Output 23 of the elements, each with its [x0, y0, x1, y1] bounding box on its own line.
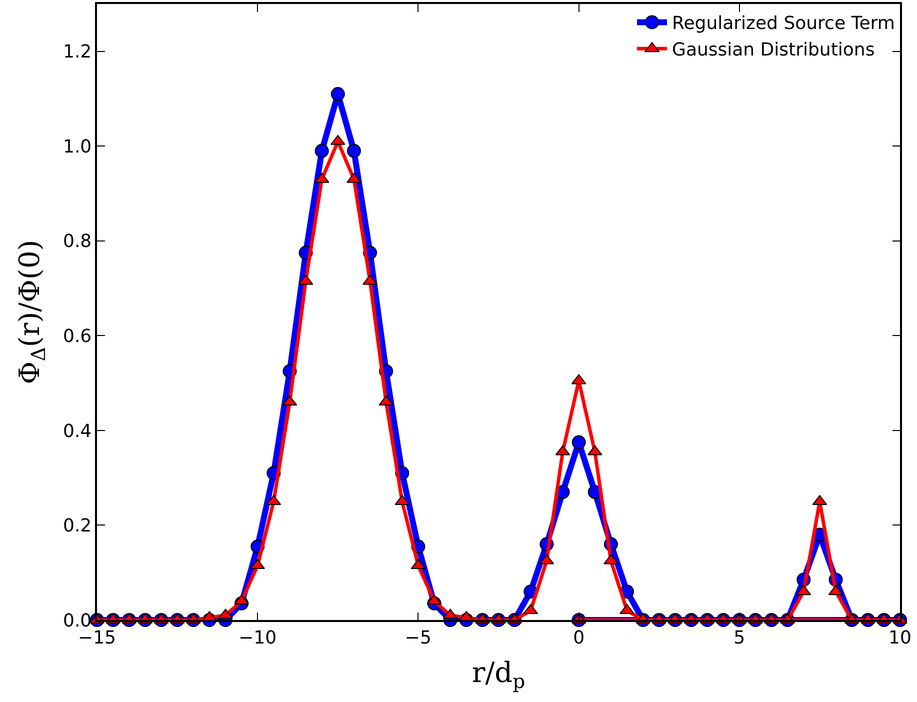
point	[346, 172, 362, 183]
legend-label: Gaussian Distributions	[672, 40, 875, 61]
point	[362, 274, 378, 285]
y-tick-label: 0.6	[63, 326, 92, 347]
point	[234, 594, 249, 605]
legend-label: Regularized Source Term	[672, 13, 895, 34]
point	[330, 87, 345, 102]
x-tick-label: 5	[734, 627, 746, 648]
point	[346, 144, 361, 158]
point	[218, 608, 233, 619]
y-tick-label: 1.2	[63, 42, 92, 63]
y-tick-label: 0.8	[63, 231, 92, 252]
y-tick-label: 1.0	[63, 136, 92, 158]
point	[620, 604, 634, 614]
x-tick-label: 0	[573, 627, 585, 648]
x-tick-label: 10	[888, 627, 912, 648]
point	[314, 144, 329, 158]
y-tick-label: 0.2	[63, 516, 92, 537]
x-tick-label: −10	[238, 627, 277, 648]
point	[572, 435, 586, 450]
x-axis-title: r/d$_{p}$	[472, 656, 526, 693]
y-tick-label: 0.4	[63, 420, 92, 442]
x-tick-label: −5	[404, 627, 432, 648]
